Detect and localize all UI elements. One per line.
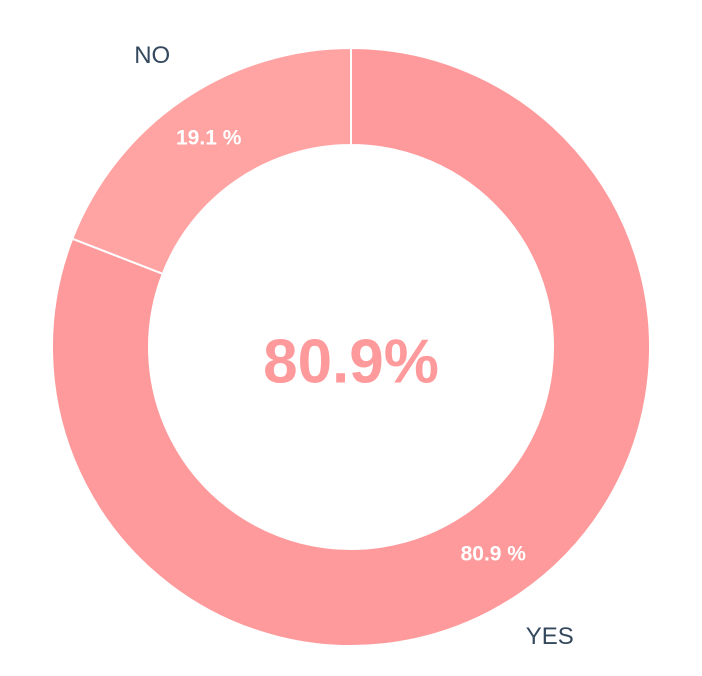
category-label: NO <box>134 42 170 69</box>
value-label: 19.1 % <box>176 127 242 150</box>
center-label: 80.9% <box>263 327 439 396</box>
slice <box>71 46 352 276</box>
category-label: YES <box>526 623 574 650</box>
value-label: 80.9 % <box>461 543 527 566</box>
slice <box>51 46 651 647</box>
